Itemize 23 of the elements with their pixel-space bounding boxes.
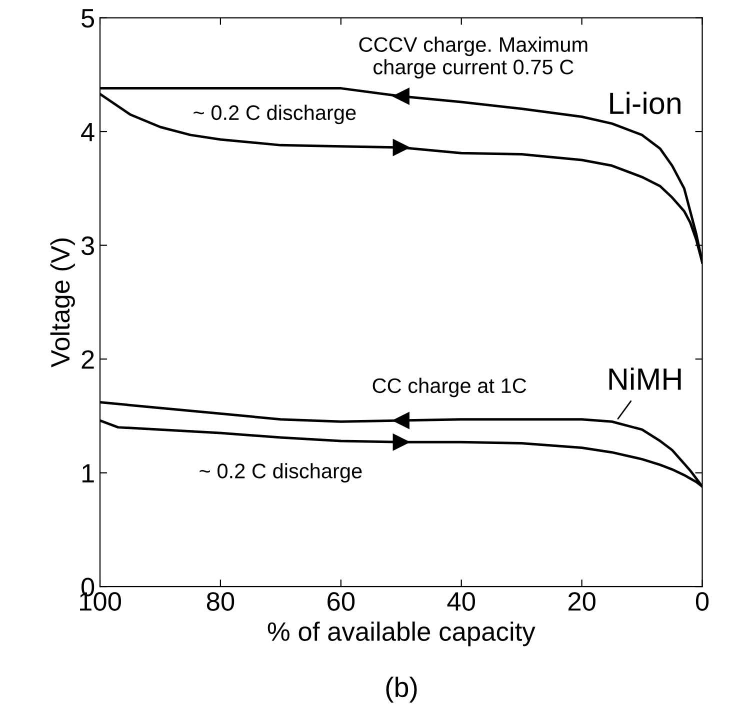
y-tick-label: 1 (82, 464, 94, 482)
annotation: ~ 0.2 C discharge (194, 104, 356, 124)
point (392, 139, 410, 156)
text: (b) (386, 676, 417, 703)
annotation: NiMH (609, 368, 681, 390)
annotation: CCCV charge. Maximum charge current 0.75 C (359, 36, 588, 79)
point (392, 434, 410, 450)
annotation: Li-ion (610, 92, 680, 114)
y-tick-label: 3 (81, 236, 94, 256)
y-tick-label: 5 (82, 9, 94, 28)
x-tick-label: 80 (206, 592, 234, 611)
point (392, 88, 410, 105)
annotation: CC charge at 1C (372, 378, 526, 398)
x-tick-label: 60 (328, 592, 355, 611)
y-tick-label: 2 (82, 350, 94, 369)
annotation: ~ 0.2 C discharge (200, 463, 362, 483)
y-axis-title: Voltage (V) (50, 238, 75, 368)
y-tick-label: 4 (81, 122, 94, 142)
x-tick-label: 0 (696, 592, 709, 611)
x-axis-title: % of available capacity (268, 622, 536, 646)
point (392, 412, 410, 429)
x-tick-label: 20 (568, 592, 596, 611)
x-tick-label: 40 (447, 592, 476, 611)
